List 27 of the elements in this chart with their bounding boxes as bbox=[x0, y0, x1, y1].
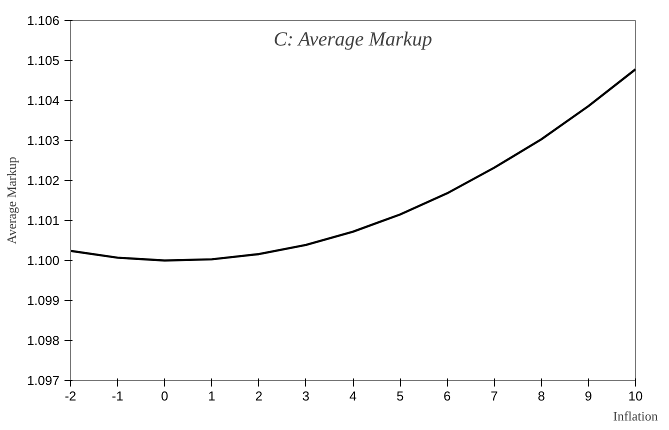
x-tick-label: 5 bbox=[396, 388, 404, 404]
x-tick-label: 9 bbox=[584, 388, 592, 404]
y-tick-label: 1.106 bbox=[26, 13, 60, 28]
y-tick-label: 1.097 bbox=[26, 373, 60, 388]
y-tick-label: 1.100 bbox=[26, 253, 60, 268]
y-tick-label: 1.099 bbox=[26, 293, 60, 308]
y-tick-label: 1.104 bbox=[26, 93, 60, 108]
x-tick-label: 7 bbox=[490, 388, 498, 404]
y-tick-label: 1.101 bbox=[26, 213, 60, 228]
x-axis-title: Inflation bbox=[613, 408, 658, 424]
y-tick-label: 1.098 bbox=[26, 333, 60, 348]
chart-title: C: Average Markup bbox=[274, 28, 432, 50]
x-tick-label: -1 bbox=[112, 388, 124, 404]
y-tick-label: 1.105 bbox=[26, 53, 60, 68]
x-tick-label: 1 bbox=[208, 388, 216, 404]
x-tick-label: 3 bbox=[302, 388, 310, 404]
y-tick-label: 1.102 bbox=[26, 173, 60, 188]
y-tick-label: 1.103 bbox=[26, 133, 60, 148]
x-tick-label: 2 bbox=[255, 388, 262, 404]
x-tick-label: 8 bbox=[538, 388, 545, 404]
y-axis-title: Average Markup bbox=[4, 156, 19, 244]
x-tick-label: 4 bbox=[349, 388, 357, 404]
line-series bbox=[70, 68, 636, 262]
x-tick-label: 0 bbox=[161, 388, 168, 404]
x-tick-label: -2 bbox=[64, 388, 76, 404]
x-tick-label: 6 bbox=[444, 388, 451, 404]
x-tick-label: 10 bbox=[628, 388, 643, 404]
